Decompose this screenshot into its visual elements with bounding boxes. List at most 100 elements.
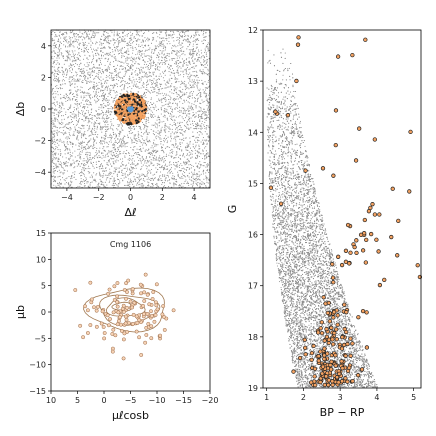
field-point	[109, 133, 111, 135]
field-point	[92, 179, 94, 181]
field-point	[203, 161, 205, 164]
field-point	[86, 34, 88, 37]
field-point	[86, 154, 88, 156]
field-point	[120, 77, 122, 79]
field-point	[183, 82, 185, 84]
field-point	[176, 152, 178, 154]
field-point	[187, 109, 189, 111]
field-point	[71, 99, 73, 101]
field-point	[167, 174, 169, 176]
field-point	[120, 48, 122, 50]
field-point	[155, 69, 157, 71]
field-point	[73, 96, 75, 98]
field-point	[113, 86, 115, 88]
field-point	[77, 155, 79, 157]
field-point	[169, 74, 171, 76]
field-point	[52, 162, 55, 164]
field-point	[170, 155, 172, 157]
field-point	[88, 146, 90, 148]
field-point	[155, 167, 157, 169]
field-point	[206, 115, 208, 117]
field-point	[100, 51, 102, 53]
field-point	[113, 53, 115, 56]
field-point	[124, 70, 126, 72]
field-point	[160, 141, 162, 143]
field-point	[115, 40, 117, 42]
field-point	[112, 183, 114, 185]
field-point	[54, 42, 56, 44]
field-point	[74, 126, 76, 128]
field-point	[78, 42, 80, 44]
field-point	[83, 64, 85, 66]
field-point	[152, 151, 155, 153]
field-point	[66, 32, 68, 34]
field-point	[200, 164, 202, 166]
field-point	[198, 134, 200, 136]
field-point	[127, 142, 129, 144]
field-point	[175, 124, 177, 127]
field-point	[136, 31, 138, 33]
field-point	[180, 163, 182, 165]
field-point	[133, 37, 135, 39]
field-point	[103, 117, 105, 119]
field-point	[98, 72, 100, 74]
field-point	[155, 138, 157, 140]
field-point	[84, 113, 86, 115]
field-point	[80, 154, 82, 156]
field-point	[186, 154, 188, 156]
field-point	[119, 49, 121, 51]
field-point	[179, 62, 181, 64]
field-point	[165, 125, 167, 127]
field-point	[195, 107, 197, 109]
field-point	[159, 134, 161, 136]
field-point	[82, 179, 85, 181]
field-point	[166, 180, 169, 182]
field-point	[60, 42, 62, 45]
field-point	[140, 160, 142, 162]
field-point	[124, 152, 126, 155]
field-point	[208, 155, 210, 157]
field-point	[146, 178, 148, 180]
field-point	[183, 31, 185, 33]
field-point	[66, 39, 68, 41]
field-point	[173, 70, 175, 72]
field-point	[130, 129, 132, 131]
field-point	[142, 86, 144, 88]
field-point	[190, 54, 192, 56]
field-point	[142, 123, 145, 126]
field-point	[57, 184, 59, 186]
field-point	[116, 150, 118, 152]
field-point	[102, 166, 104, 168]
field-point	[153, 139, 155, 141]
field-point	[144, 44, 147, 46]
field-point	[169, 123, 171, 126]
field-point	[208, 94, 210, 96]
field-point	[178, 40, 181, 42]
field-point	[153, 178, 155, 180]
field-point	[136, 57, 138, 59]
field-point	[104, 93, 106, 95]
field-point	[190, 150, 193, 152]
field-point	[142, 81, 144, 83]
field-point	[111, 107, 113, 109]
field-point	[175, 127, 178, 129]
field-point	[66, 138, 68, 140]
field-point	[61, 69, 63, 71]
field-point	[191, 120, 194, 122]
field-point	[90, 48, 93, 50]
field-point	[137, 182, 139, 184]
field-point	[100, 82, 102, 84]
field-point	[182, 51, 184, 53]
field-point	[162, 37, 164, 39]
field-point	[157, 36, 159, 38]
field-point	[159, 41, 161, 43]
field-point	[75, 40, 77, 42]
field-point	[79, 148, 81, 150]
field-point	[164, 49, 166, 51]
field-point	[204, 60, 206, 62]
field-point	[67, 51, 69, 53]
field-point	[101, 43, 103, 45]
field-point	[138, 139, 140, 141]
field-point	[118, 40, 120, 42]
field-point	[77, 129, 79, 132]
